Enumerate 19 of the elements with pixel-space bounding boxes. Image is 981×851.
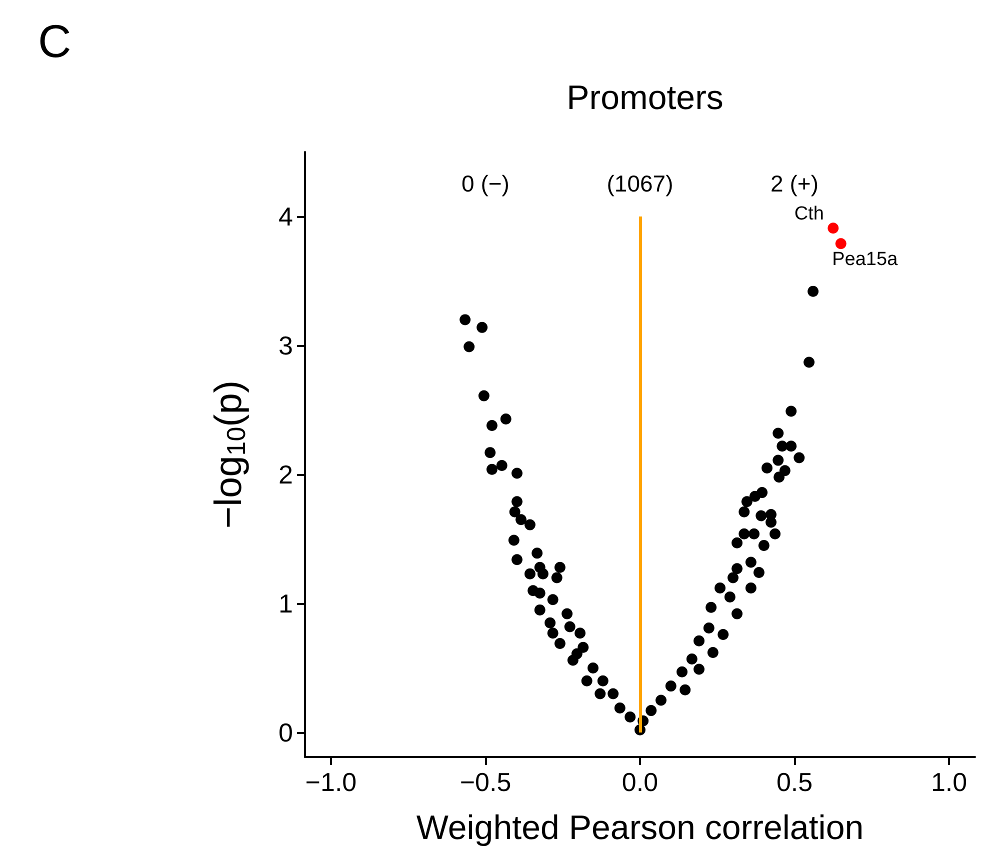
x-tick-label: −0.5 xyxy=(460,767,512,797)
text: C xyxy=(38,15,72,67)
x-tick-label: 0.5 xyxy=(776,767,813,797)
x-tick-label: 1.0 xyxy=(930,767,968,797)
y-tick-label: 0 xyxy=(278,717,293,748)
y-tick-label: 3 xyxy=(278,330,293,360)
x-tick-label: 0.0 xyxy=(622,767,658,797)
annotation: (1067) xyxy=(606,170,674,196)
y-tick-label: 4 xyxy=(278,202,293,232)
annotation: Pea15a xyxy=(832,249,898,270)
x-tick-label: −1.0 xyxy=(305,767,357,797)
x-axis-title: Weighted Pearson correlation xyxy=(416,809,864,847)
annotation: Cth xyxy=(794,204,824,225)
y-axis-title: −log10(p) xyxy=(208,380,251,529)
annotation: 0 (−) xyxy=(462,170,510,196)
y-tick-label: 1 xyxy=(278,588,293,618)
chart-title: Promoters xyxy=(566,79,724,117)
y-tick-label: 2 xyxy=(278,459,293,490)
annotation: 2 (+) xyxy=(770,170,818,196)
